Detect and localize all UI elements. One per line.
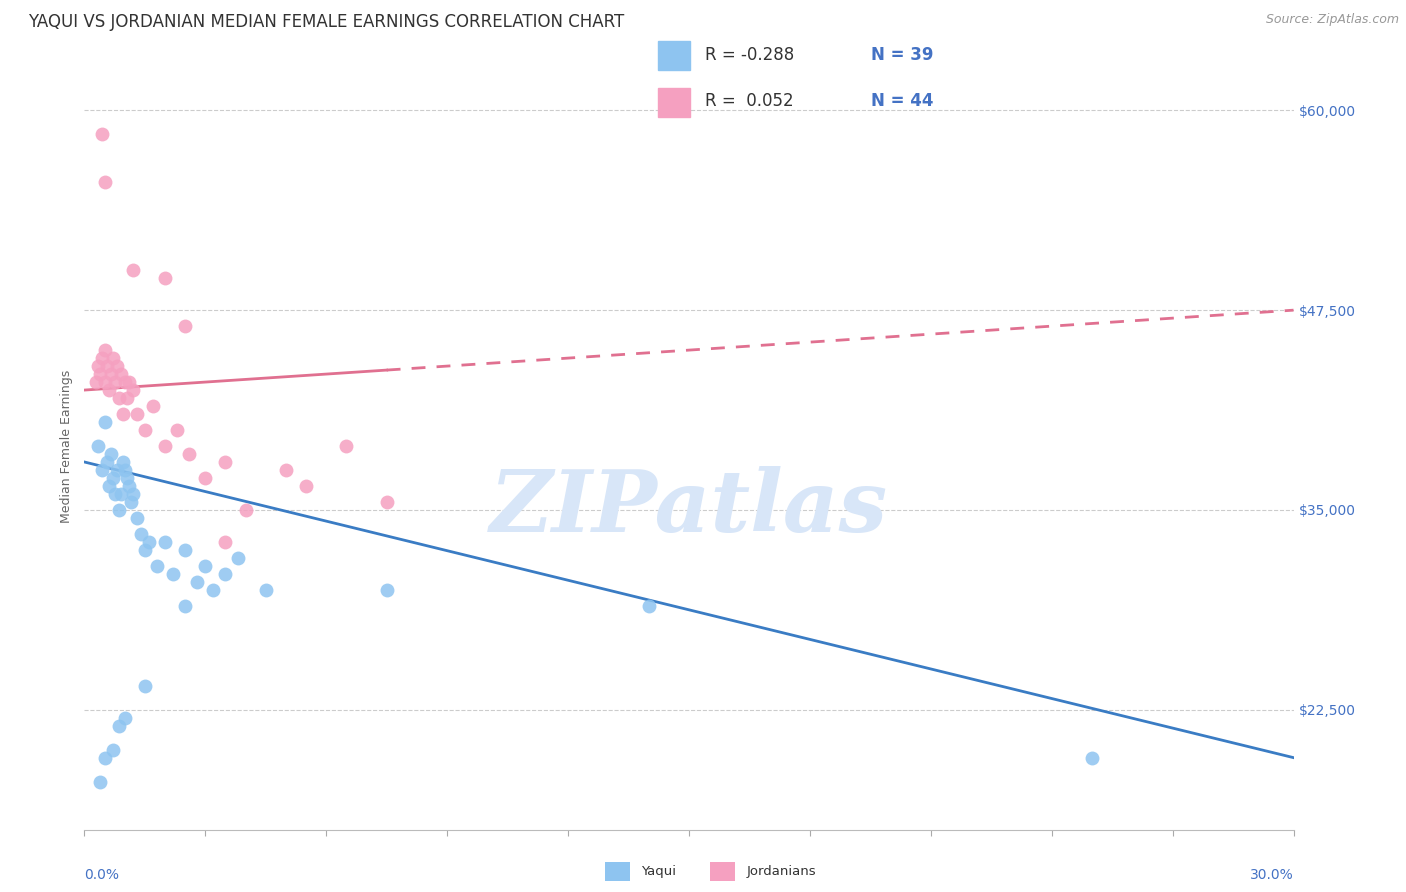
Bar bbox=[658, 41, 690, 70]
Point bbox=[174, 319, 197, 334]
Point bbox=[120, 495, 142, 509]
Point bbox=[153, 439, 176, 453]
Point bbox=[114, 463, 136, 477]
Point bbox=[100, 367, 122, 381]
Point bbox=[125, 511, 148, 525]
Point bbox=[101, 742, 124, 756]
Point bbox=[87, 439, 110, 453]
Point bbox=[114, 711, 136, 725]
Point bbox=[118, 375, 141, 389]
Point bbox=[105, 463, 128, 477]
Point bbox=[138, 534, 160, 549]
Point bbox=[194, 471, 217, 485]
Text: YAQUI VS JORDANIAN MEDIAN FEMALE EARNINGS CORRELATION CHART: YAQUI VS JORDANIAN MEDIAN FEMALE EARNING… bbox=[28, 13, 624, 31]
Point bbox=[214, 566, 236, 581]
Text: Yaqui: Yaqui bbox=[641, 865, 676, 878]
Point bbox=[179, 447, 201, 461]
Point bbox=[375, 495, 398, 509]
Point bbox=[274, 463, 297, 477]
Point bbox=[118, 479, 141, 493]
Point bbox=[105, 359, 128, 373]
Text: R =  0.052: R = 0.052 bbox=[704, 92, 793, 110]
Point bbox=[110, 487, 132, 501]
Point bbox=[97, 383, 120, 397]
Point bbox=[186, 574, 208, 589]
Point bbox=[100, 447, 122, 461]
Point bbox=[110, 367, 132, 381]
Point bbox=[174, 599, 197, 613]
Point bbox=[107, 503, 129, 517]
Point bbox=[637, 599, 659, 613]
Point bbox=[153, 271, 176, 285]
Point bbox=[91, 351, 114, 365]
Text: 30.0%: 30.0% bbox=[1250, 869, 1294, 882]
Point bbox=[96, 455, 118, 469]
Y-axis label: Median Female Earnings: Median Female Earnings bbox=[60, 369, 73, 523]
Point bbox=[107, 391, 129, 405]
Point bbox=[89, 774, 111, 789]
Text: Jordanians: Jordanians bbox=[747, 865, 817, 878]
Text: N = 44: N = 44 bbox=[870, 92, 934, 110]
Text: Source: ZipAtlas.com: Source: ZipAtlas.com bbox=[1265, 13, 1399, 27]
Point bbox=[134, 542, 156, 557]
Bar bbox=[658, 88, 690, 117]
Point bbox=[115, 471, 138, 485]
Point bbox=[1081, 750, 1104, 764]
Point bbox=[93, 175, 115, 189]
Point bbox=[146, 558, 169, 573]
Point bbox=[104, 375, 127, 389]
Point bbox=[111, 455, 134, 469]
Point bbox=[97, 479, 120, 493]
Point bbox=[166, 423, 188, 437]
Point bbox=[101, 351, 124, 365]
Point bbox=[295, 479, 318, 493]
Point bbox=[129, 527, 152, 541]
Point bbox=[91, 128, 114, 142]
Point bbox=[202, 582, 225, 597]
Point bbox=[114, 375, 136, 389]
Point bbox=[134, 423, 156, 437]
Point bbox=[134, 679, 156, 693]
Point bbox=[89, 367, 111, 381]
Point bbox=[214, 534, 236, 549]
Point bbox=[174, 542, 197, 557]
Point bbox=[121, 263, 143, 277]
Point bbox=[121, 383, 143, 397]
Point bbox=[226, 550, 249, 565]
Point bbox=[375, 582, 398, 597]
Point bbox=[93, 343, 115, 358]
Point bbox=[214, 455, 236, 469]
Point bbox=[162, 566, 184, 581]
Text: ZIPatlas: ZIPatlas bbox=[489, 466, 889, 549]
Point bbox=[121, 487, 143, 501]
Point bbox=[142, 399, 165, 413]
Point bbox=[101, 471, 124, 485]
Point bbox=[91, 463, 114, 477]
Point bbox=[125, 407, 148, 421]
Text: N = 39: N = 39 bbox=[870, 46, 934, 64]
Point bbox=[86, 375, 108, 389]
Point bbox=[194, 558, 217, 573]
Text: R = -0.288: R = -0.288 bbox=[704, 46, 794, 64]
Point bbox=[107, 719, 129, 733]
Text: 0.0%: 0.0% bbox=[84, 869, 120, 882]
Point bbox=[115, 391, 138, 405]
Point bbox=[111, 407, 134, 421]
Point bbox=[96, 359, 118, 373]
Point bbox=[104, 487, 127, 501]
Point bbox=[335, 439, 357, 453]
Point bbox=[93, 375, 115, 389]
Point bbox=[93, 415, 115, 429]
Point bbox=[87, 359, 110, 373]
Point bbox=[153, 534, 176, 549]
Point bbox=[254, 582, 277, 597]
Point bbox=[235, 503, 257, 517]
Point bbox=[93, 750, 115, 764]
